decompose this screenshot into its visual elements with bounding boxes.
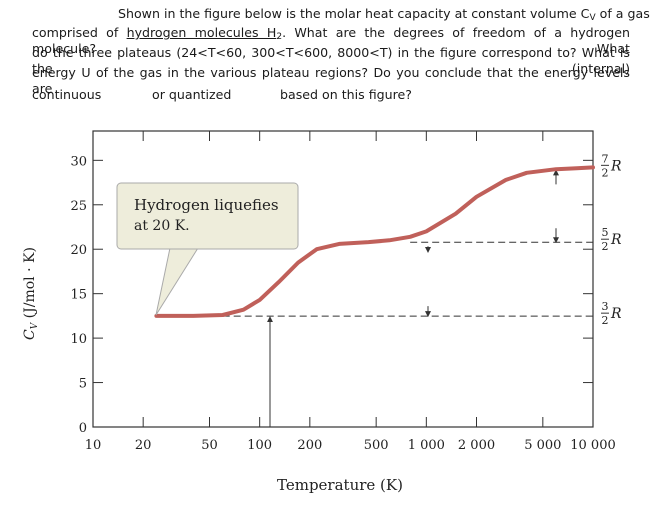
question-text: or quantized	[152, 87, 232, 102]
x-tick-label: 100	[247, 438, 272, 453]
y-axis-title-part: V	[30, 321, 40, 329]
text: comprised of	[32, 25, 127, 40]
callout-pointer	[155, 247, 199, 316]
underlined-text: hydrogen molecules H2	[126, 25, 283, 42]
x-tick-label: 5 000	[524, 438, 561, 453]
level-den: 2	[602, 166, 609, 179]
y-axis-title: CV (J/mol · K)	[22, 247, 40, 340]
x-axis-title: Temperature (K)	[277, 476, 403, 494]
question-line: do the three plateaus (24<T<60, 300<T<60…	[32, 45, 630, 76]
level-den: 2	[602, 240, 609, 253]
plot-frame	[92, 130, 594, 428]
y-tick-label: 0	[79, 421, 87, 436]
question-line: energy U of the gas in the various plate…	[32, 65, 630, 96]
y-tick-label: 20	[70, 243, 87, 258]
y-axis-title-part: C	[22, 329, 38, 340]
x-tick-label: 200	[297, 438, 322, 453]
level-num: 7	[602, 152, 609, 165]
y-axis-title-part: (J/mol · K)	[22, 247, 38, 323]
x-tick-label: 2 000	[458, 438, 495, 453]
level-symbol: R	[610, 306, 622, 322]
question-line: Shown in the figure below is the molar h…	[118, 6, 650, 23]
curve	[154, 165, 595, 318]
level-symbol: R	[610, 158, 622, 174]
x-tick-label: 20	[135, 438, 152, 453]
question-line: comprised of hydrogen molecules H2. What…	[32, 25, 630, 57]
question-text: continuous	[32, 87, 102, 102]
y-tick-label: 25	[70, 199, 87, 214]
y-tick-label: 10	[70, 332, 87, 347]
x-tick-label: 50	[201, 438, 218, 453]
x-tick-label: 500	[364, 438, 389, 453]
x-tick-label: 10 000	[570, 438, 616, 453]
y-tick-label: 15	[70, 288, 87, 303]
text: Shown in the figure below is the molar h…	[118, 6, 590, 21]
subscript: V	[589, 13, 596, 23]
callout-text: Hydrogen liquefies	[134, 196, 279, 214]
x-tick-label: 10	[85, 438, 102, 453]
text: of a gas	[595, 6, 650, 21]
question-text: based on this figure?	[280, 87, 412, 102]
level-symbol: R	[610, 232, 622, 248]
y-tick-label: 30	[70, 154, 87, 169]
level-den: 2	[602, 314, 609, 327]
callout-text: at 20 K.	[134, 218, 190, 234]
level-num: 3	[602, 300, 609, 313]
callout-box	[116, 182, 299, 250]
y-tick-label: 5	[79, 377, 87, 392]
level-num: 5	[602, 226, 609, 239]
text: . What are the degrees of freedom of a h…	[32, 25, 630, 56]
subscript: 2	[276, 32, 283, 42]
text: hydrogen molecules H	[126, 25, 277, 40]
x-tick-label: 1 000	[408, 438, 445, 453]
